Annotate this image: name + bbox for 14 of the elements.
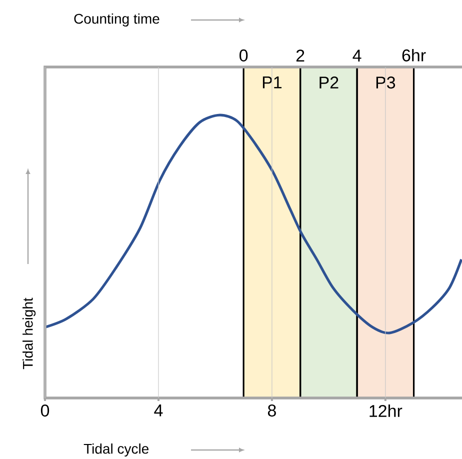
band-label: P3 [376, 76, 396, 89]
x-tick-label: 0 [40, 404, 50, 417]
x-axis-title: Tidal cycle [84, 443, 149, 457]
x2-tick-label: 2 [296, 50, 304, 62]
band-label: P2 [320, 76, 338, 88]
x-tick-label: 8 [268, 404, 276, 417]
band-label: P1 [262, 76, 282, 88]
y-axis-title: Tidal height [22, 298, 36, 370]
x2-tick-label: 4 [352, 50, 362, 62]
x2-tick-label: 0 [240, 49, 248, 62]
x-tick-label: 4 [154, 404, 163, 416]
x2-axis-title: Counting time [74, 13, 160, 27]
x-tick-label: 12hr [370, 404, 402, 417]
x2-tick-label: 6hr [402, 48, 426, 62]
